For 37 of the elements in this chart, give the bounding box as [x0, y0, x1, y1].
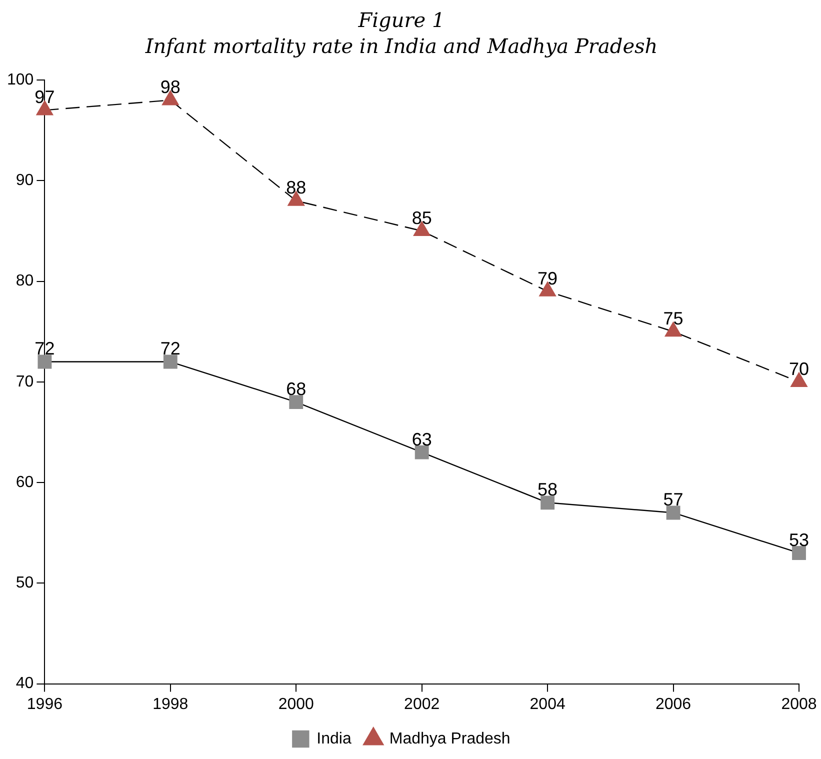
data-label: 57 [663, 490, 684, 510]
data-label: 68 [286, 378, 306, 399]
y-tick-label: 90 [16, 172, 34, 190]
y-tick-label: 70 [16, 373, 34, 390]
x-tick-label: 2002 [404, 696, 440, 713]
data-label: 75 [663, 308, 684, 329]
x-tick-label: 2004 [530, 696, 566, 713]
point [414, 445, 429, 460]
x-tick-label: 2006 [655, 696, 692, 713]
y-tick-label: 50 [16, 574, 34, 592]
y-tick-label: 60 [16, 474, 34, 491]
data-label: 85 [412, 208, 432, 228]
data-label: 63 [412, 429, 432, 450]
data-label: 70 [788, 358, 810, 379]
x-tick-label: 1996 [26, 696, 63, 713]
data-label: 53 [788, 530, 810, 550]
data-label: 88 [286, 178, 306, 198]
y-tick-label: 80 [16, 272, 34, 290]
y-tick-label: 100 [6, 71, 34, 88]
y-tick-label: 40 [16, 675, 34, 692]
point [163, 354, 178, 369]
data-label: 58 [538, 480, 558, 500]
point [38, 354, 52, 369]
x-tick-label: 2000 [278, 696, 314, 713]
chart-title: Figure 1 [357, 8, 445, 32]
point [666, 506, 680, 520]
point [792, 546, 806, 560]
x-tick-label: 1998 [152, 696, 188, 713]
chart-subtitle: Infant mortality rate in India and Madhya Pradesh [144, 34, 658, 58]
x-tick-label: 2008 [781, 696, 817, 713]
data-label: 72 [160, 338, 180, 359]
legend-label: India [316, 730, 352, 748]
point [289, 395, 304, 409]
point [540, 496, 555, 510]
legend-label: Madhya Pradesh [389, 730, 510, 748]
data-label: 98 [160, 77, 180, 98]
data-label: 79 [538, 268, 558, 288]
